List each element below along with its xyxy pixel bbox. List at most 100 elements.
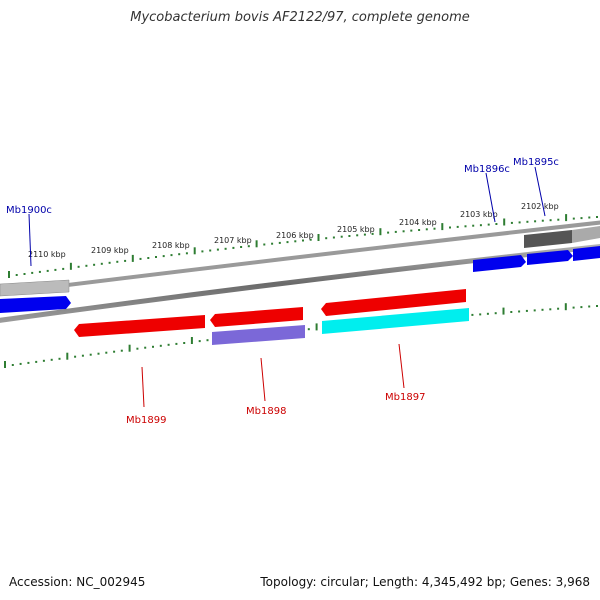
gene-arrow-mb1896c[interactable] [473, 255, 526, 272]
scale-tick-minor [167, 343, 170, 346]
scale-tick-minor [549, 308, 552, 311]
scale-tick-minor [46, 269, 49, 272]
scale-tick-minor [116, 260, 119, 263]
scale-tick-minor [433, 227, 436, 230]
scale-tick-minor [472, 224, 475, 227]
gene-feature-gray[interactable] [572, 226, 600, 243]
scale-tick-minor [387, 231, 390, 234]
scale-label: 2103 kbp [460, 210, 498, 219]
scale-tick-major [379, 228, 382, 236]
genome-summary-text: Topology: circular; Length: 4,345,492 bp… [260, 575, 590, 589]
scale-tick-major [502, 307, 505, 315]
scale-tick-major [255, 240, 258, 248]
scale-tick-minor [105, 351, 108, 354]
gene-arrow[interactable] [210, 307, 303, 327]
scale-tick-minor [159, 344, 162, 347]
scale-tick-minor [557, 307, 560, 310]
scale-tick-minor [209, 249, 212, 252]
scale-tick-minor [464, 225, 467, 228]
scale-tick-minor [356, 234, 359, 237]
scale-tick-minor [394, 230, 397, 233]
gene-feature-dark-gray[interactable] [524, 230, 572, 248]
scale-tick-minor [309, 238, 312, 241]
scale-ticks-outer [8, 214, 598, 278]
scale-tick-minor [402, 230, 405, 233]
scale-tick-minor [183, 342, 186, 344]
scale-tick-minor [449, 226, 451, 229]
gene-feature-cyan[interactable] [322, 308, 469, 334]
scale-tick-minor [108, 261, 111, 264]
scale-tick-major [128, 344, 131, 352]
scale-tick-minor [152, 345, 154, 348]
scale-tick-minor [185, 252, 188, 255]
gene-arrow-mb1895c[interactable] [527, 250, 573, 265]
scale-tick-minor [120, 349, 123, 352]
scale-tick-minor [93, 263, 96, 266]
scale-tick-minor [518, 221, 521, 224]
gene-feature-purple[interactable] [212, 325, 305, 345]
gene-label-mb1895c[interactable]: Mb1895c [513, 157, 559, 168]
scale-label: 2106 kbp [276, 231, 314, 240]
label-leaders [28, 166, 546, 408]
gene-feature-gray[interactable] [0, 279, 70, 297]
scale-tick-minor [510, 221, 513, 224]
scale-tick-minor [340, 235, 343, 238]
scale-tick-major [4, 361, 6, 368]
scale-tick-minor [294, 240, 297, 243]
scale-tick-minor [232, 246, 235, 249]
scale-tick-major [8, 271, 10, 278]
scale-tick-minor [588, 216, 591, 219]
scale-tick-major [564, 303, 567, 311]
scale-tick-minor [136, 347, 139, 350]
scale-tick-minor [541, 219, 544, 222]
scale-tick-major [317, 234, 320, 241]
gene-label-mb1898[interactable]: Mb1898 [246, 406, 286, 417]
scale-tick-minor [74, 355, 77, 358]
scale-tick-minor [302, 239, 304, 242]
scale-tick-minor [77, 265, 80, 268]
scale-tick-minor [175, 342, 178, 345]
scale-tick-minor [549, 219, 552, 222]
scale-tick-minor [206, 339, 209, 342]
scale-tick-minor [510, 311, 513, 313]
scale-tick-minor [332, 236, 335, 239]
scale-tick-major [131, 254, 134, 262]
scale-tick-minor [38, 270, 41, 273]
scale-tick-minor [198, 340, 201, 343]
scale-tick-major [441, 223, 444, 231]
scale-tick-minor [541, 308, 544, 311]
scale-tick-major [69, 262, 72, 270]
scale-tick-major [315, 323, 318, 331]
gene-arrow-mb1900c[interactable] [0, 296, 71, 313]
scale-tick-minor [170, 254, 173, 257]
scale-tick-minor [286, 241, 289, 244]
scale-tick-minor [27, 361, 30, 364]
scale-tick-minor [325, 237, 328, 240]
scale-labels: 2110 kbp 2109 kbp 2108 kbp 2107 kbp 2106… [28, 202, 559, 259]
gene-label-mb1900c[interactable]: Mb1900c [6, 205, 52, 216]
gene-arrow[interactable] [321, 289, 466, 316]
scale-tick-minor [89, 353, 92, 356]
scale-tick-minor [588, 305, 591, 308]
scale-tick-minor [418, 229, 421, 231]
scale-tick-minor [518, 310, 521, 313]
scale-label: 2104 kbp [399, 218, 437, 227]
gene-label-mb1897[interactable]: Mb1897 [385, 392, 425, 403]
map-title: Mycobacterium bovis AF2122/97, complete … [130, 10, 470, 25]
scale-tick-minor [363, 233, 366, 236]
gene-arrow-mb1899[interactable] [74, 315, 205, 337]
gene-label-mb1899[interactable]: Mb1899 [126, 415, 166, 426]
scale-tick-minor [144, 346, 147, 349]
scale-tick-minor [479, 224, 482, 227]
scale-label: 2105 kbp [337, 225, 375, 234]
scale-tick-minor [50, 358, 53, 361]
scale-tick-minor [240, 246, 243, 248]
scale-tick-minor [410, 229, 413, 232]
scale-tick-minor [479, 313, 482, 316]
gene-arrow[interactable] [573, 246, 600, 261]
gene-label-mb1896c[interactable]: Mb1896c [464, 164, 510, 175]
scale-tick-minor [572, 306, 575, 309]
scale-tick-major [503, 218, 506, 226]
